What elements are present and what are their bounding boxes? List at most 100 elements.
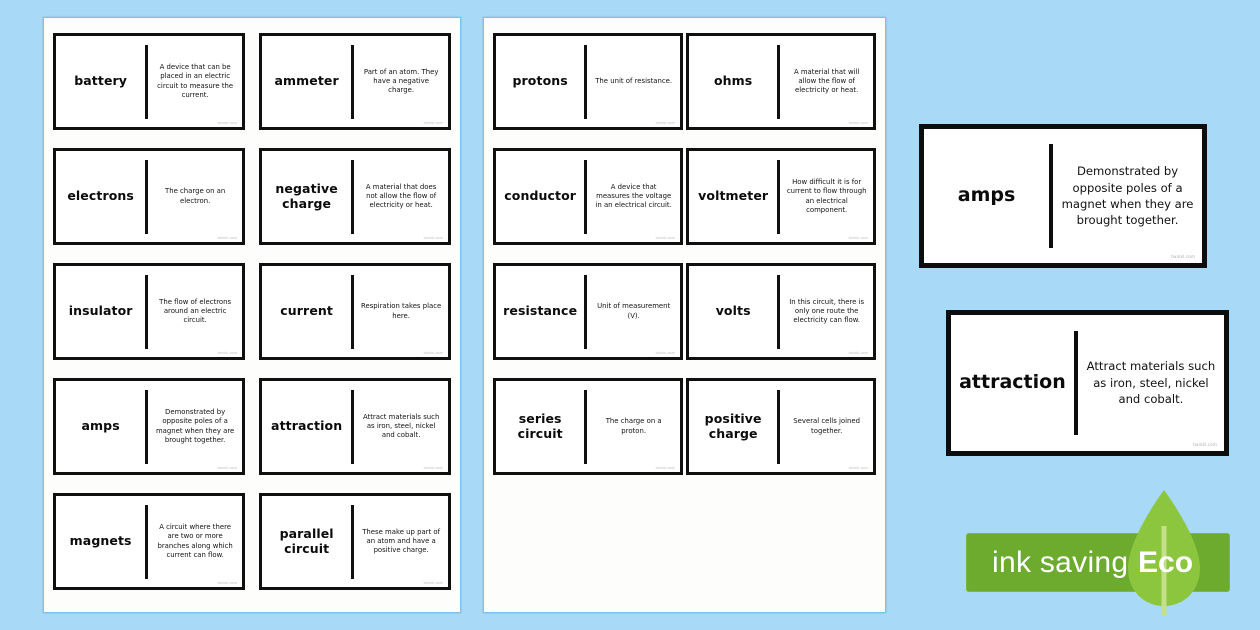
printable-sheet-2: protons The unit of resistance. twinkl.c… xyxy=(483,17,886,613)
flash-card[interactable]: attraction Attract materials such as iro… xyxy=(259,378,451,475)
watermark: twinkl.com xyxy=(655,351,675,355)
flash-card[interactable]: insulator The flow of electrons around a… xyxy=(53,263,245,360)
leaf-icon xyxy=(1128,490,1200,616)
card-definition: A device that measures the voltage in an… xyxy=(595,182,672,210)
card-divider xyxy=(351,389,355,464)
watermark: twinkl.com xyxy=(848,466,868,470)
card-divider xyxy=(1049,144,1054,248)
ink-saving-eco-badge: ink saving Eco xyxy=(966,490,1230,616)
card-divider xyxy=(145,274,149,349)
card-term: protons xyxy=(512,73,568,89)
card-definition: Demonstrated by opposite poles of a magn… xyxy=(1061,164,1194,228)
eco-badge-label: ink saving xyxy=(992,546,1129,579)
card-definition: A device that can be placed in an electr… xyxy=(157,63,234,99)
card-term: voltmeter xyxy=(698,188,769,204)
card-definition: Attract materials such as iron, steel, n… xyxy=(362,412,440,440)
card-divider xyxy=(1073,331,1078,435)
card-definition: A circuit where there are two or more br… xyxy=(157,523,233,559)
card-definition: These make up part of an atom and have a… xyxy=(362,527,441,555)
card-row: magnets A circuit where there are two or… xyxy=(53,493,451,608)
card-row: electrons The charge on an electron. twi… xyxy=(53,148,451,263)
eco-badge-word: Eco xyxy=(1138,546,1194,579)
large-flash-card-amps[interactable]: amps Demonstrated by opposite poles of a… xyxy=(919,124,1207,268)
card-divider xyxy=(777,159,781,234)
card-row: protons The unit of resistance. twinkl.c… xyxy=(493,33,876,148)
card-term: conductor xyxy=(504,188,577,204)
card-divider xyxy=(145,159,149,234)
watermark: twinkl.com xyxy=(1171,255,1195,260)
card-row: resistance Unit of measurement (V). twin… xyxy=(493,263,876,378)
flash-card[interactable]: negative charge A material that does not… xyxy=(259,148,451,245)
watermark: twinkl.com xyxy=(423,236,443,240)
watermark: twinkl.com xyxy=(423,581,443,585)
printable-sheet-1: battery A device that can be placed in a… xyxy=(43,17,461,613)
card-term: insulator xyxy=(68,303,133,319)
card-divider xyxy=(584,44,588,119)
card-divider xyxy=(777,274,781,349)
watermark: twinkl.com xyxy=(217,466,237,470)
flash-card[interactable]: ohms A material that will allow the flow… xyxy=(686,33,876,130)
card-divider xyxy=(584,159,588,234)
flash-card[interactable]: positive charge Several cells joined tog… xyxy=(686,378,876,475)
watermark: twinkl.com xyxy=(217,581,237,585)
watermark: twinkl.com xyxy=(217,236,237,240)
flash-card[interactable]: amps Demonstrated by opposite poles of a… xyxy=(53,378,245,475)
card-term: negative charge xyxy=(275,181,338,211)
card-definition: Respiration takes place here. xyxy=(360,302,442,320)
flash-card[interactable]: current Respiration takes place here. tw… xyxy=(259,263,451,360)
card-term: resistance xyxy=(503,303,578,319)
card-term: ammeter xyxy=(274,73,339,89)
card-divider xyxy=(145,389,149,464)
flash-card[interactable]: electrons The charge on an electron. twi… xyxy=(53,148,245,245)
card-divider xyxy=(351,274,355,349)
card-divider xyxy=(351,44,355,119)
card-definition: How difficult it is for current to flow … xyxy=(786,178,867,214)
flash-card[interactable]: resistance Unit of measurement (V). twin… xyxy=(493,263,683,360)
watermark: twinkl.com xyxy=(217,121,237,125)
flash-card[interactable]: parallel circuit These make up part of a… xyxy=(259,493,451,590)
watermark: twinkl.com xyxy=(423,121,443,125)
card-term: amps xyxy=(957,184,1016,207)
large-flash-card-attraction[interactable]: attraction Attract materials such as iro… xyxy=(946,310,1229,456)
card-definition: The charge on a proton. xyxy=(605,417,662,435)
watermark: twinkl.com xyxy=(423,466,443,470)
watermark: twinkl.com xyxy=(848,121,868,125)
card-term: parallel circuit xyxy=(279,526,334,556)
card-divider xyxy=(145,44,149,119)
card-definition: A material that does not allow the flow … xyxy=(365,182,437,210)
card-definition: In this circuit, there is only one route… xyxy=(789,297,865,325)
sheet-1-card-grid: battery A device that can be placed in a… xyxy=(53,33,451,608)
flash-card[interactable]: voltmeter How difficult it is for curren… xyxy=(686,148,876,245)
flash-card[interactable]: ammeter Part of an atom. They have a neg… xyxy=(259,33,451,130)
flash-card[interactable]: protons The unit of resistance. twinkl.c… xyxy=(493,33,683,130)
card-divider xyxy=(145,504,149,579)
card-definition: A material that will allow the flow of e… xyxy=(793,67,860,95)
card-row: amps Demonstrated by opposite poles of a… xyxy=(53,378,451,493)
card-term: ohms xyxy=(713,73,753,89)
card-term: amps xyxy=(81,418,120,434)
card-definition: Several cells joined together. xyxy=(793,417,861,435)
card-row: conductor A device that measures the vol… xyxy=(493,148,876,263)
flash-card[interactable]: series circuit The charge on a proton. t… xyxy=(493,378,683,475)
card-term: attraction xyxy=(959,371,1066,394)
flash-card[interactable]: conductor A device that measures the vol… xyxy=(493,148,683,245)
card-term: volts xyxy=(715,303,751,319)
card-term: attraction xyxy=(271,418,343,434)
card-row: series circuit The charge on a proton. t… xyxy=(493,378,876,493)
card-definition: Part of an atom. They have a negative ch… xyxy=(363,67,439,95)
watermark: twinkl.com xyxy=(217,351,237,355)
card-divider xyxy=(351,504,355,579)
card-term: battery xyxy=(74,73,128,89)
flash-card[interactable]: volts In this circuit, there is only one… xyxy=(686,263,876,360)
watermark: twinkl.com xyxy=(848,236,868,240)
card-term: positive charge xyxy=(704,411,762,441)
flash-card[interactable]: magnets A circuit where there are two or… xyxy=(53,493,245,590)
flash-card[interactable]: battery A device that can be placed in a… xyxy=(53,33,245,130)
card-row: insulator The flow of electrons around a… xyxy=(53,263,451,378)
watermark: twinkl.com xyxy=(1193,443,1217,448)
sheet-2-card-grid: protons The unit of resistance. twinkl.c… xyxy=(493,33,876,493)
card-divider xyxy=(584,274,588,349)
watermark: twinkl.com xyxy=(655,236,675,240)
card-definition: Unit of measurement (V). xyxy=(597,302,671,320)
card-divider xyxy=(777,389,781,464)
